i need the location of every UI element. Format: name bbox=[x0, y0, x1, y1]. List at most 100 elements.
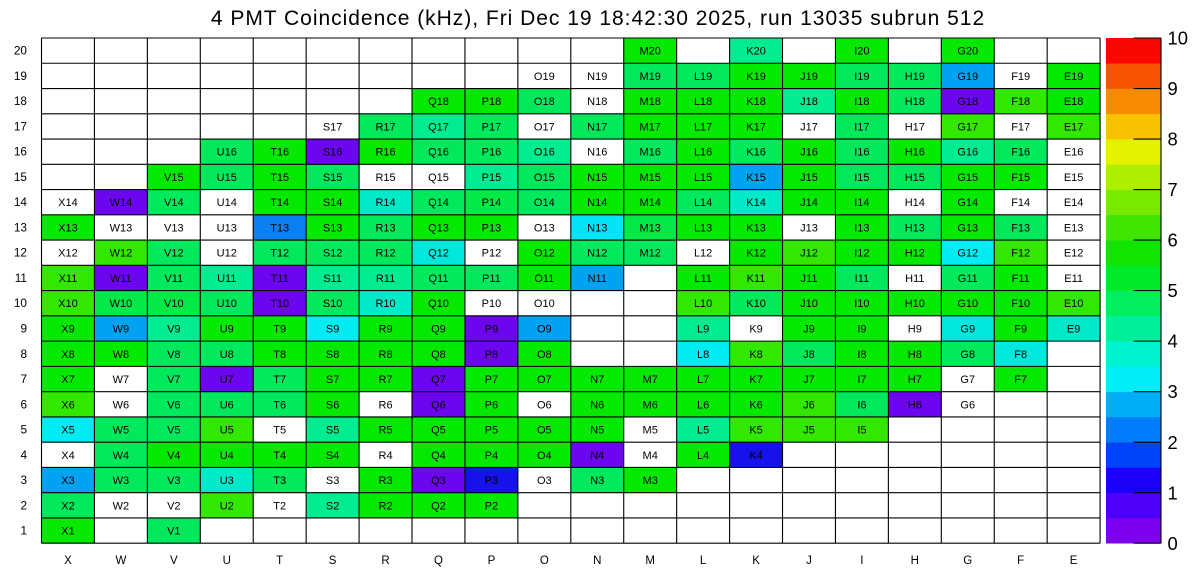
svg-text:R13: R13 bbox=[375, 222, 395, 234]
svg-text:F16: F16 bbox=[1011, 147, 1030, 159]
svg-text:R11: R11 bbox=[376, 273, 395, 285]
svg-text:18: 18 bbox=[14, 94, 28, 108]
svg-text:J16: J16 bbox=[800, 147, 818, 159]
svg-text:F14: F14 bbox=[1011, 197, 1030, 209]
svg-text:P12: P12 bbox=[482, 248, 502, 260]
svg-text:J18: J18 bbox=[800, 96, 818, 108]
svg-text:S9: S9 bbox=[326, 323, 339, 335]
svg-text:X14: X14 bbox=[58, 197, 78, 209]
svg-text:V5: V5 bbox=[167, 425, 180, 437]
svg-text:N4: N4 bbox=[590, 450, 604, 462]
svg-text:M15: M15 bbox=[639, 172, 660, 184]
svg-text:S6: S6 bbox=[326, 399, 339, 411]
svg-text:H14: H14 bbox=[905, 197, 925, 209]
svg-text:N13: N13 bbox=[587, 222, 607, 234]
svg-text:E17: E17 bbox=[1064, 121, 1084, 133]
svg-text:S5: S5 bbox=[326, 425, 339, 437]
svg-text:L8: L8 bbox=[697, 349, 709, 361]
svg-text:J14: J14 bbox=[800, 197, 818, 209]
svg-text:M4: M4 bbox=[643, 450, 658, 462]
svg-text:L19: L19 bbox=[694, 71, 712, 83]
svg-text:N7: N7 bbox=[590, 374, 604, 386]
svg-text:N: N bbox=[593, 555, 601, 567]
svg-text:W6: W6 bbox=[113, 399, 130, 411]
svg-text:U12: U12 bbox=[217, 248, 237, 260]
svg-text:I15: I15 bbox=[854, 172, 869, 184]
svg-text:U9: U9 bbox=[220, 323, 234, 335]
svg-text:M12: M12 bbox=[639, 248, 660, 260]
svg-text:E19: E19 bbox=[1064, 71, 1084, 83]
svg-text:1: 1 bbox=[20, 524, 27, 538]
svg-text:U13: U13 bbox=[217, 222, 237, 234]
svg-text:L16: L16 bbox=[694, 147, 712, 159]
svg-text:J: J bbox=[806, 555, 812, 567]
svg-text:S: S bbox=[329, 555, 337, 567]
svg-text:J8: J8 bbox=[803, 349, 815, 361]
svg-text:P14: P14 bbox=[482, 197, 502, 209]
svg-text:O3: O3 bbox=[537, 475, 552, 487]
svg-text:U15: U15 bbox=[217, 172, 237, 184]
svg-text:O5: O5 bbox=[537, 425, 552, 437]
svg-text:Q16: Q16 bbox=[428, 147, 449, 159]
svg-text:F9: F9 bbox=[1014, 323, 1027, 335]
svg-text:V13: V13 bbox=[164, 222, 184, 234]
svg-text:U5: U5 bbox=[220, 425, 234, 437]
svg-text:K4: K4 bbox=[749, 450, 762, 462]
svg-text:Q8: Q8 bbox=[431, 349, 446, 361]
svg-text:O18: O18 bbox=[534, 96, 555, 108]
svg-text:G6: G6 bbox=[960, 399, 975, 411]
svg-text:J10: J10 bbox=[800, 298, 818, 310]
svg-text:K11: K11 bbox=[747, 273, 766, 285]
svg-text:N19: N19 bbox=[587, 71, 607, 83]
svg-text:U3: U3 bbox=[220, 475, 234, 487]
svg-text:R17: R17 bbox=[375, 121, 395, 133]
svg-text:Q3: Q3 bbox=[431, 475, 446, 487]
svg-text:E12: E12 bbox=[1064, 248, 1084, 260]
svg-text:0: 0 bbox=[1168, 533, 1178, 554]
svg-text:R7: R7 bbox=[379, 374, 393, 386]
svg-text:J13: J13 bbox=[800, 222, 818, 234]
svg-text:L17: L17 bbox=[694, 121, 712, 133]
svg-text:L14: L14 bbox=[694, 197, 712, 209]
svg-text:L4: L4 bbox=[697, 450, 709, 462]
svg-text:R3: R3 bbox=[379, 475, 393, 487]
svg-text:H17: H17 bbox=[905, 121, 925, 133]
svg-text:17: 17 bbox=[14, 119, 27, 133]
svg-text:R12: R12 bbox=[375, 248, 395, 260]
svg-text:M: M bbox=[645, 555, 655, 567]
svg-text:K8: K8 bbox=[749, 349, 762, 361]
svg-text:M3: M3 bbox=[643, 475, 658, 487]
svg-text:2: 2 bbox=[1168, 432, 1178, 453]
svg-text:T7: T7 bbox=[273, 374, 286, 386]
svg-text:X10: X10 bbox=[58, 298, 78, 310]
svg-text:N12: N12 bbox=[587, 248, 607, 260]
svg-text:N15: N15 bbox=[587, 172, 607, 184]
svg-text:I8: I8 bbox=[857, 349, 866, 361]
svg-text:N17: N17 bbox=[587, 121, 607, 133]
svg-text:L: L bbox=[700, 555, 707, 567]
svg-text:P3: P3 bbox=[485, 475, 498, 487]
svg-text:M19: M19 bbox=[639, 71, 660, 83]
svg-text:O13: O13 bbox=[534, 222, 555, 234]
svg-text:P2: P2 bbox=[485, 500, 498, 512]
svg-text:K9: K9 bbox=[749, 323, 762, 335]
svg-text:I7: I7 bbox=[857, 374, 866, 386]
svg-text:R5: R5 bbox=[379, 425, 393, 437]
svg-text:M16: M16 bbox=[639, 147, 660, 159]
svg-text:L15: L15 bbox=[694, 172, 712, 184]
svg-text:X11: X11 bbox=[59, 273, 78, 285]
svg-text:K: K bbox=[752, 555, 760, 567]
svg-text:E10: E10 bbox=[1064, 298, 1084, 310]
svg-text:Q10: Q10 bbox=[428, 298, 449, 310]
svg-text:4 PMT Coincidence (kHz), Fri D: 4 PMT Coincidence (kHz), Fri Dec 19 18:4… bbox=[211, 7, 985, 30]
svg-text:T3: T3 bbox=[273, 475, 286, 487]
svg-text:K13: K13 bbox=[746, 222, 766, 234]
svg-text:P13: P13 bbox=[482, 222, 502, 234]
svg-text:G11: G11 bbox=[958, 273, 978, 285]
svg-text:J5: J5 bbox=[803, 425, 815, 437]
svg-text:Q2: Q2 bbox=[431, 500, 446, 512]
svg-text:K12: K12 bbox=[746, 248, 766, 260]
svg-text:N3: N3 bbox=[590, 475, 604, 487]
svg-text:G9: G9 bbox=[960, 323, 975, 335]
svg-text:J15: J15 bbox=[800, 172, 818, 184]
